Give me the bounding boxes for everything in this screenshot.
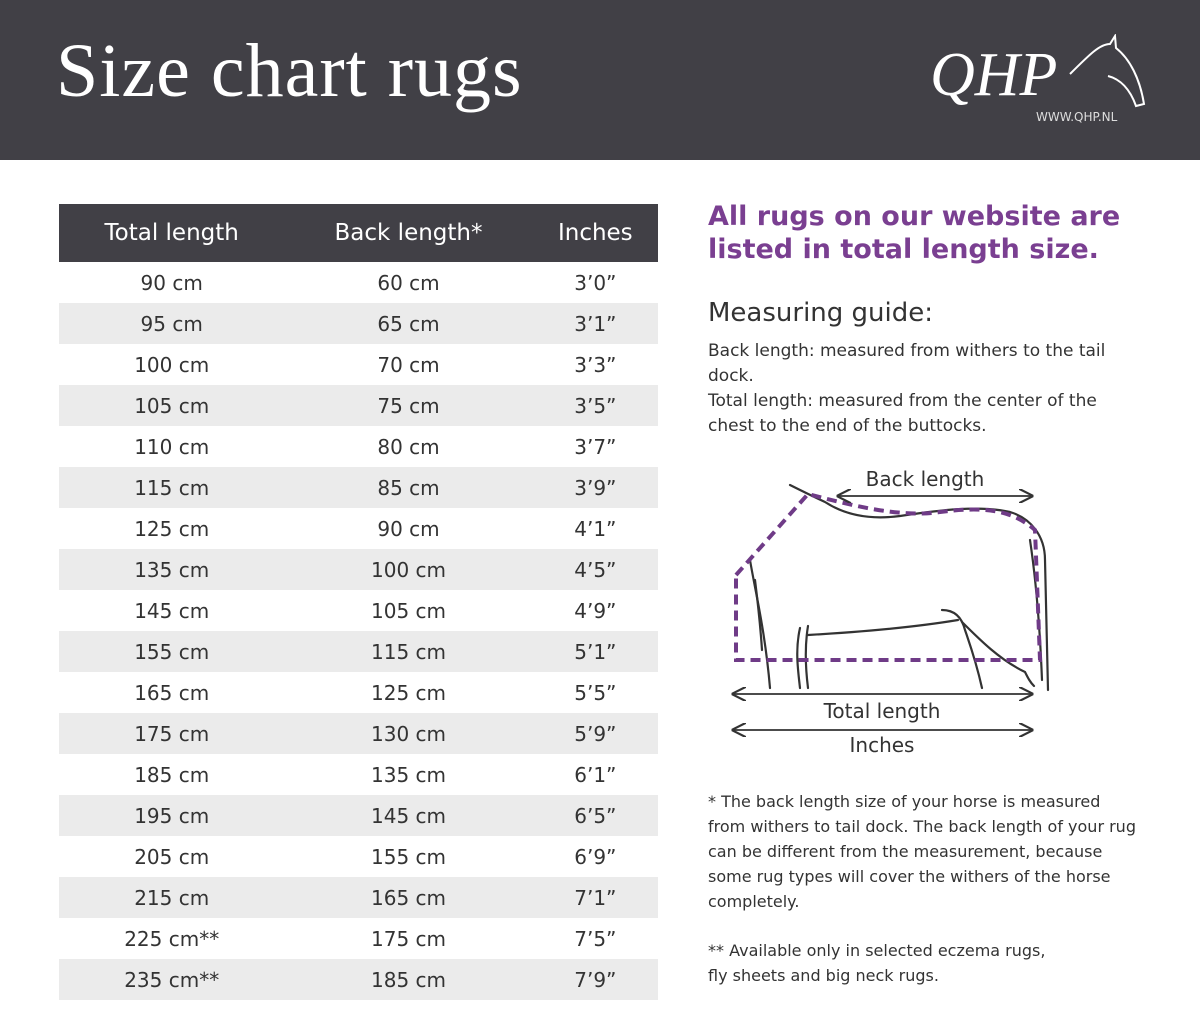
table-cell: 185 cm [134,762,210,787]
table-cell: 60 cm [377,270,440,295]
table-cell: 115 cm [59,467,285,508]
table-cell: 130 cm [284,713,533,754]
column-header: Back length* [284,204,533,262]
table-cell: 3’9” [532,467,658,508]
horse-diagram: Back length Total length Inches [700,467,1050,757]
table-row: 155 cm 115 cm 5’1” [59,631,658,672]
title: Size chart rugs [56,29,523,113]
inches-label: Inches [850,733,915,757]
table-cell: 115 cm [284,631,533,672]
table-cell: 6’1” [574,762,617,787]
table-row: 95 cm 65 cm 3’1” [59,303,658,344]
footnote: ** Available only in selected eczema rug… [708,941,1046,985]
table-cell: 5’1” [532,631,658,672]
back-length-label: Back length [866,467,985,491]
table-row: 185 cm 135 cm 6’1” [59,754,658,795]
table-cell: 65 cm [284,303,533,344]
table-cell: 90 cm [140,270,203,295]
table-cell: 3’1” [532,303,658,344]
table-cell: 90 cm [377,516,440,541]
table-row: 135 cm 100 cm 4’5” [59,549,658,590]
header: Size chart rugs QHP WWW.QHP.NL [0,0,1200,160]
table-cell: 3’5” [532,385,658,426]
table-row: 175 cm 130 cm 5’9” [59,713,658,754]
table-cell: 175 cm [59,713,285,754]
logo: QHP [930,41,1058,109]
table-row: 165 cm 125 cm 5’5” [59,672,658,713]
table-cell: 110 cm [134,434,210,459]
table-cell: 185 cm [284,959,533,1000]
table-row: 105 cm 75 cm 3’5” [59,385,658,426]
table-cell: 80 cm [377,434,440,459]
table-row: 235 cm** 185 cm 7’9” [59,959,658,1000]
table-cell: 205 cm [134,844,210,869]
table-cell: 3’3” [574,352,617,377]
table-row: 145 cm 105 cm 4’9” [59,590,658,631]
table-cell: 3’0” [574,270,617,295]
table-cell: 4’5” [532,549,658,590]
logo-horse [1069,34,1146,108]
table-cell: 145 cm [134,598,210,623]
column-header: Inches [532,204,658,262]
table-cell: 195 cm [59,795,285,836]
table-cell: 105 cm [371,598,447,623]
table-cell: 4’9” [574,598,617,623]
table-row: 110 cm 80 cm 3’7” [59,426,658,467]
table-row: 90 cm 60 cm 3’0” [59,262,658,303]
table-cell: 105 cm [59,385,285,426]
table-cell: 165 cm [284,877,533,918]
table-cell: 6’9” [574,844,617,869]
table-cell: 85 cm [284,467,533,508]
table-cell: 95 cm [59,303,285,344]
table-cell: 135 cm [371,762,447,787]
size-table: Total length Back length* Inches 90 cm 60 c… [59,204,658,1000]
table-row: 125 cm 90 cm 4’1” [59,508,658,549]
table-cell: 100 cm [134,352,210,377]
guide-text: Back length: measured from withers to th… [708,341,1106,386]
table-row: 195 cm 145 cm 6’5” [59,795,658,836]
table-cell: 4’1” [574,516,617,541]
table-cell: 165 cm [134,680,210,705]
table-cell: 7’5” [574,926,617,951]
table-cell: 5’9” [532,713,658,754]
table-cell: 155 cm [59,631,285,672]
guide-text: Total length: measured from the center o… [708,391,1097,436]
table-body: 90 cm 60 cm 3’0” 95 cm 65 cm 3’1” 100 cm 70 cm 3… [59,262,658,1000]
table-cell: 75 cm [284,385,533,426]
table-row: 205 cm 155 cm 6’9” [59,836,658,877]
table-cell: 235 cm** [59,959,285,1000]
table-cell: 125 cm [371,680,447,705]
table-cell: 7’1” [532,877,658,918]
table-cell: 225 cm** [124,926,220,951]
table-row: 115 cm 85 cm 3’9” [59,467,658,508]
website: WWW.QHP.NL [1036,110,1118,124]
table-header: Total length Back length* Inches [59,204,658,262]
table-cell: 6’5” [532,795,658,836]
table-cell: 7’9” [532,959,658,1000]
table-cell: 175 cm [371,926,447,951]
footnote: * The back length size of your horse is … [708,792,1136,911]
table-cell: 5’5” [574,680,617,705]
headline: All rugs on our website are listed in to… [708,201,1121,265]
column-header: Total length [59,204,285,262]
table-cell: 70 cm [377,352,440,377]
total-length-label: Total length [823,699,941,723]
table-cell: 100 cm [284,549,533,590]
table-cell: 135 cm [59,549,285,590]
table-row: 100 cm 70 cm 3’3” [59,344,658,385]
table-cell: 155 cm [371,844,447,869]
table-cell: 145 cm [284,795,533,836]
table-cell: 215 cm [59,877,285,918]
guide-title: Measuring guide: [708,298,934,328]
table-cell: 125 cm [134,516,210,541]
table-row: 225 cm** 175 cm 7’5” [59,918,658,959]
table-cell: 3’7” [574,434,617,459]
table-row: 215 cm 165 cm 7’1” [59,877,658,918]
